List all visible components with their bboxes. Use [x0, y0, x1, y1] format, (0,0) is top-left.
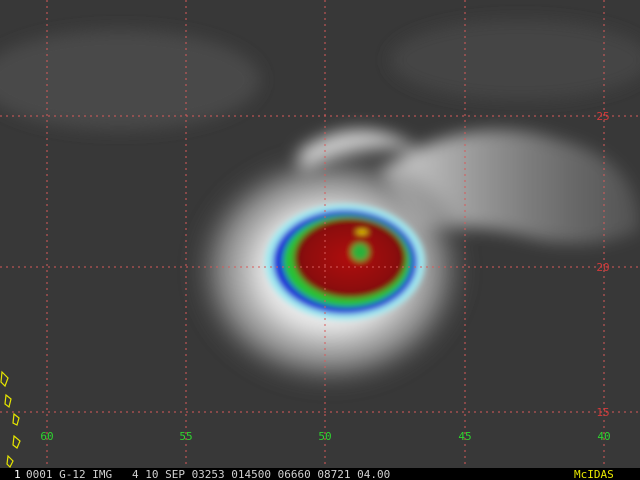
latitude-label: 25: [596, 110, 609, 123]
longitude-label: 45: [458, 430, 471, 443]
longitude-label: 40: [597, 430, 610, 443]
longitude-label: 55: [179, 430, 192, 443]
latitude-label: 15: [596, 406, 609, 419]
frame-number: 1: [14, 468, 21, 480]
brand: McIDAS: [574, 468, 614, 480]
longitude-label: 50: [318, 430, 331, 443]
storm-core: [265, 204, 425, 320]
footer-bar: [0, 468, 640, 480]
clouds: [0, 20, 640, 395]
coastlines: [0, 370, 21, 469]
latitude-label: 20: [596, 261, 609, 274]
longitude-label: 60: [40, 430, 53, 443]
graticule: [0, 0, 640, 468]
image-info: 0001 G-12 IMG 4 10 SEP 03253 014500 0666…: [26, 468, 390, 480]
